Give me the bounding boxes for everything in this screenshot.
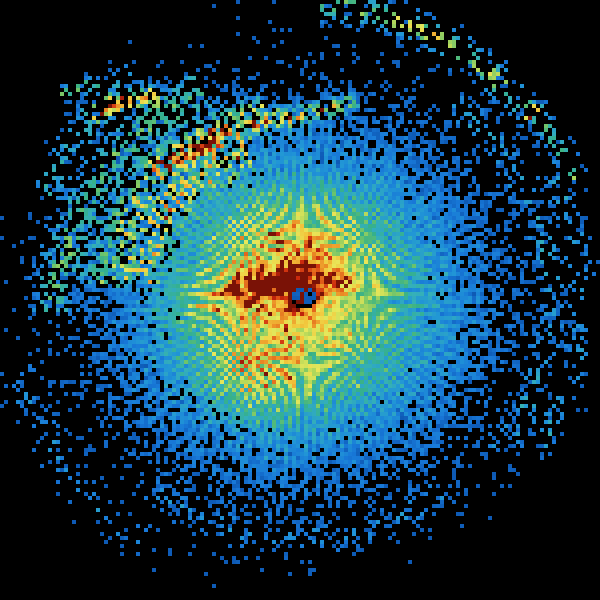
radar-visualization-root [0,0,600,600]
radar-reflectivity-canvas [0,0,600,600]
